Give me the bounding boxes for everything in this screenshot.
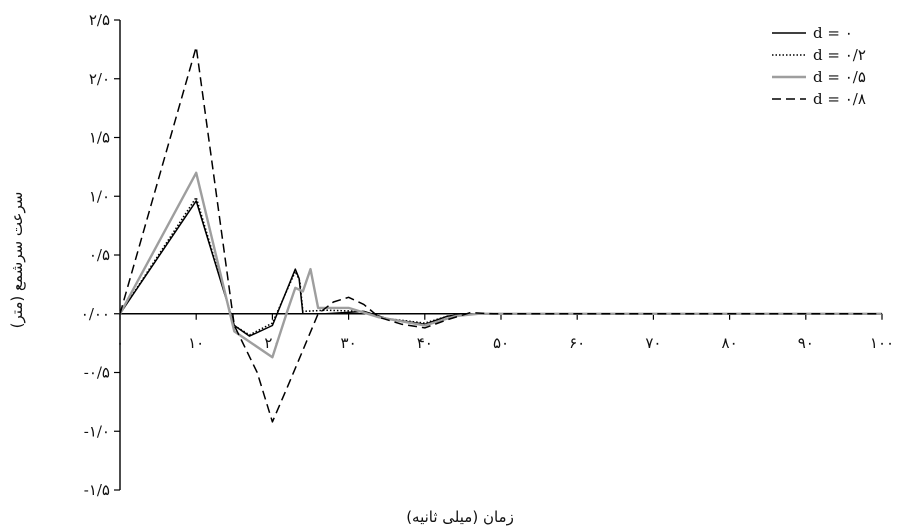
y-axis-title: سرعت سرشمع (متر) (8, 192, 26, 329)
x-tick-label: ۴۰ (417, 334, 433, 352)
x-tick-label: ۹۰ (798, 334, 814, 352)
series-line-2 (119, 196, 882, 336)
legend-label-2: d = ۰/۲ (813, 46, 866, 64)
y-tick-label: -۱/۰ (84, 422, 110, 440)
legend-label-3: d = ۰/۵ (813, 68, 866, 86)
y-tick-label: ۲/۰ (89, 70, 110, 88)
y-tick-label: ۰/۰۰ (81, 305, 110, 323)
x-tick-label: ۶۰ (569, 334, 585, 352)
y-tick-label: ۱/۰ (89, 187, 110, 205)
x-tick-label: ۱۰۰ (870, 334, 894, 352)
series-line-4 (119, 46, 882, 423)
x-tick-label: ۸۰ (722, 334, 738, 352)
x-tick-label: ۰ (116, 334, 124, 352)
y-tick-label: ۲/۵ (89, 11, 110, 29)
y-tick-label: ۱/۵ (89, 129, 110, 147)
x-tick-label: ۷۰ (645, 334, 661, 352)
x-tick-label: ۵۰ (493, 334, 509, 352)
y-tick-label: -۱/۵ (84, 481, 110, 499)
series-line-3 (118, 171, 882, 359)
axes-group: -۱/۵-۱/۰-۰/۵۰/۰۰۰/۵۱/۰۱/۵۲/۰۲/۵۰ ۱۰ ۲۰ ۳۰ ۴۰… (81, 11, 894, 499)
x-tick-label: ۱۰ (188, 334, 204, 352)
y-tick-label: -۰/۵ (84, 364, 110, 382)
x-axis-title: زمان (میلی ثانیه) (406, 508, 514, 526)
legend-group: d = ۰ d = ۰/۲ d = ۰/۵ d = ۰/۸ (772, 24, 866, 108)
x-tick-label: ۳۰ (341, 334, 357, 352)
y-tick-label: ۰/۵ (89, 246, 110, 264)
legend-label-1: d = ۰ (813, 24, 853, 42)
legend-label-4: d = ۰/۸ (813, 90, 866, 108)
series-group (118, 46, 882, 423)
